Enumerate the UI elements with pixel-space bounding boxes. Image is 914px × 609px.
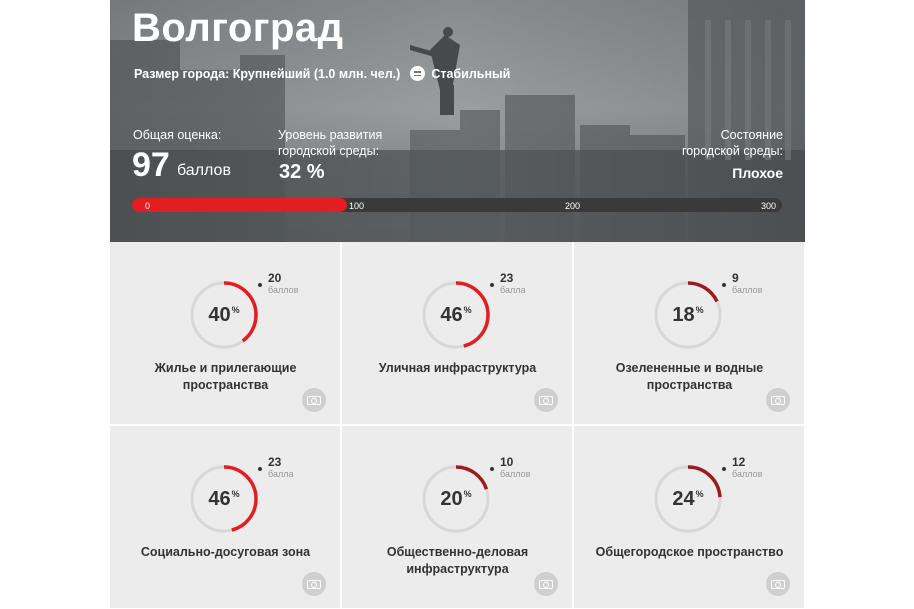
city-header: Волгоград Размер города: Крупнейший (1.0…	[110, 0, 805, 242]
category-points-label: баллов	[268, 285, 299, 295]
category-percent-value: 20	[440, 487, 463, 510]
category-progress-ring	[422, 465, 490, 533]
category-title: Общественно-деловая инфраструктура	[386, 545, 529, 576]
state-value: Плохое	[732, 165, 783, 181]
camera-icon[interactable]	[534, 388, 558, 412]
category-card[interactable]: 46% 23 балла Социально-досуговая зона	[110, 426, 341, 609]
category-title: Общегородское пространство	[595, 545, 784, 559]
category-points: 23	[500, 271, 514, 285]
category-points-label: баллов	[732, 285, 763, 295]
state-label-line2: городской среды:	[681, 144, 783, 158]
camera-icon[interactable]	[766, 572, 790, 596]
category-percent: 40%	[187, 278, 261, 352]
overall-score-value: 97	[132, 146, 170, 184]
category-progress-ring	[422, 281, 490, 349]
category-points-label: балла	[500, 285, 526, 295]
scale-tick-200: 200	[565, 201, 581, 211]
category-points: 23	[268, 455, 282, 469]
development-label-line2: городской среды:	[278, 144, 380, 158]
state-label: Состояние городской среды:	[682, 127, 783, 159]
camera-icon[interactable]	[766, 388, 790, 412]
category-percent-value: 40	[208, 303, 231, 326]
points-dot	[258, 283, 262, 287]
city-trend-label: Стабильный	[431, 66, 511, 81]
category-percent-value: 24	[672, 487, 695, 510]
city-name: Волгоград	[132, 6, 344, 50]
points-dot	[258, 467, 262, 471]
category-percent-sign: %	[231, 305, 240, 315]
category-percent: 18%	[651, 278, 725, 352]
development-value: 32 %	[279, 161, 325, 183]
category-title: Уличная инфраструктура	[378, 361, 537, 375]
category-percent-value: 46	[440, 303, 463, 326]
category-card[interactable]: 20% 10 баллов Общественно-деловая инфрастру…	[342, 426, 573, 609]
state-label-line1: Состояние	[720, 128, 783, 142]
category-points-label: баллов	[732, 469, 763, 479]
category-points: 9	[732, 271, 739, 285]
equals-circle-icon	[410, 66, 426, 81]
category-card[interactable]: 24% 12 баллов Общегородское пространство	[574, 426, 805, 609]
city-size-label: Размер города: Крупнейший (1.0 млн. чел.…	[134, 66, 401, 81]
category-card[interactable]: 46% 23 балла Уличная инфраструктура	[342, 242, 573, 425]
points-dot	[722, 283, 726, 287]
overall-score-label: Общая оценка:	[133, 128, 222, 142]
points-dot	[490, 283, 494, 287]
category-progress-ring	[654, 281, 722, 349]
category-title: Озелененные и водные пространства	[615, 361, 764, 392]
category-progress-ring	[190, 281, 258, 349]
category-percent-sign: %	[695, 489, 704, 499]
score-scale-bar	[132, 198, 782, 212]
category-points: 20	[268, 271, 282, 285]
category-points: 10	[500, 455, 514, 469]
score-scale-fill	[132, 198, 347, 212]
points-dot	[722, 467, 726, 471]
category-percent-value: 46	[208, 487, 231, 510]
category-percent-sign: %	[463, 489, 472, 499]
city-card: Волгоград Размер города: Крупнейший (1.0…	[110, 0, 805, 609]
scale-tick-300: 300	[761, 201, 777, 211]
category-points-label: баллов	[500, 469, 531, 479]
category-card[interactable]: 18% 9 баллов Озелененные и водные пространс…	[574, 242, 805, 425]
points-dot	[490, 467, 494, 471]
category-percent: 46%	[187, 462, 261, 536]
development-label-line1: Уровень развития	[278, 128, 383, 142]
category-title: Социально-досуговая зона	[140, 545, 311, 559]
category-percent-sign: %	[231, 489, 240, 499]
overall-score-unit: баллов	[177, 162, 231, 179]
category-percent-sign: %	[463, 305, 472, 315]
scale-tick-100: 100	[349, 201, 365, 211]
camera-icon[interactable]	[302, 388, 326, 412]
category-grid: 40% 20 баллов Жилье и прилегающие пространс…	[110, 242, 805, 609]
category-percent: 46%	[419, 278, 493, 352]
category-title: Жилье и прилегающие пространства	[154, 361, 297, 392]
city-size-line: Размер города: Крупнейший (1.0 млн. чел.…	[134, 66, 510, 81]
city-skyline-image	[110, 0, 805, 242]
category-percent: 20%	[419, 462, 493, 536]
development-label: Уровень развития городской среды:	[278, 127, 382, 159]
category-percent-value: 18	[672, 303, 695, 326]
camera-icon[interactable]	[534, 572, 558, 596]
camera-icon[interactable]	[302, 572, 326, 596]
category-points-label: балла	[268, 469, 294, 479]
category-progress-ring	[190, 465, 258, 533]
category-percent: 24%	[651, 462, 725, 536]
category-progress-ring	[654, 465, 722, 533]
category-points: 12	[732, 455, 746, 469]
category-percent-sign: %	[695, 305, 704, 315]
scale-tick-0: 0	[145, 201, 151, 211]
category-card[interactable]: 40% 20 баллов Жилье и прилегающие пространс…	[110, 242, 341, 425]
